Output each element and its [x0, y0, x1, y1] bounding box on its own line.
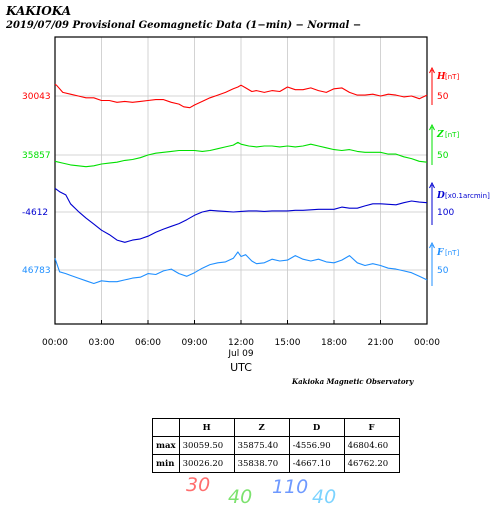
series-line-z — [54, 141, 428, 168]
handwritten-scale-h: 30 — [186, 474, 211, 496]
x-date-label: Jul 09 — [227, 349, 253, 359]
stats-max-h: 30059.50 — [178, 436, 235, 455]
component-unit-f: [nT] — [445, 249, 459, 257]
scale-value-z: 50 — [437, 151, 449, 161]
stats-header-h: H — [178, 418, 235, 437]
stats-header-row: H Z D F — [152, 418, 400, 437]
grid-layer — [55, 37, 427, 324]
component-name-z: Z — [436, 130, 444, 140]
series-line-h — [54, 83, 428, 109]
x-axis-label: UTC — [230, 361, 252, 374]
component-name-h: H — [436, 72, 446, 82]
stats-min-f: 46762.20 — [343, 454, 400, 473]
label-layer: 00:00 03:00 06:00 09:00 12:00 15:00 18:00 21:00… — [22, 66, 490, 374]
stats-min-z: 35838.70 — [233, 454, 290, 473]
x-tick-label: 06:00 — [135, 338, 161, 348]
chart-subtitle: 2019/07/09 Provisional Geomagnetic Data … — [6, 20, 362, 31]
scale-arrowhead-h — [429, 66, 435, 74]
component-unit-z: [nT] — [445, 131, 459, 139]
x-tick-label: 00:00 — [42, 338, 68, 348]
stats-max-d: -4556.90 — [288, 436, 345, 455]
stats-header-f: F — [343, 418, 400, 437]
component-unit-d: [x0.1arcmin] — [445, 192, 490, 200]
handwritten-scale-f: 40 — [312, 486, 337, 508]
stats-max-f: 46804.60 — [343, 436, 400, 455]
baseline-label-h: 30043 — [22, 92, 51, 102]
x-tick-label: 12:00 — [228, 338, 254, 348]
x-tick-label: 00:00 — [414, 338, 440, 348]
x-tick-label: 21:00 — [368, 338, 394, 348]
scale-arrowhead-f — [429, 241, 435, 249]
station-name: KAKIOKA — [6, 4, 72, 18]
stats-header-d: D — [288, 418, 345, 437]
scale-arrowhead-z — [429, 123, 435, 131]
stats-min-d: -4667.10 — [288, 454, 345, 473]
series-line-f — [54, 251, 428, 285]
stats-min-row: min 30026.20 35838.70 -4667.10 46762.20 — [152, 454, 400, 473]
component-unit-h: [nT] — [445, 73, 459, 81]
stats-min-h: 30026.20 — [178, 454, 235, 473]
stats-table: H Z D F max 30059.50 35875.40 -4556.90 4… — [152, 418, 400, 473]
magnetogram-chart: 00:00 03:00 06:00 09:00 12:00 15:00 18:00 21:00… — [22, 36, 490, 374]
stats-header-z: Z — [233, 418, 290, 437]
handwritten-scale-d: 110 — [272, 476, 309, 498]
handwritten-scale-z: 40 — [228, 486, 253, 508]
stats-min-label: min — [152, 454, 180, 473]
stats-corner-cell — [152, 418, 180, 437]
stats-max-z: 35875.40 — [233, 436, 290, 455]
x-tick-label: 09:00 — [182, 338, 208, 348]
baseline-label-d: -4612 — [22, 208, 48, 218]
x-tick-label: 18:00 — [321, 338, 347, 348]
series-line-d — [54, 187, 428, 243]
component-name-f: F — [436, 248, 444, 258]
baseline-label-f: 46783 — [22, 266, 51, 276]
stats-max-row: max 30059.50 35875.40 -4556.90 46804.60 — [152, 436, 400, 455]
scale-value-f: 50 — [437, 266, 449, 276]
x-tick-label: 03:00 — [89, 338, 115, 348]
scale-value-d: 100 — [437, 208, 454, 218]
baseline-label-z: 35857 — [22, 151, 51, 161]
observatory-credit: Kakioka Magnetic Observatory — [292, 377, 414, 386]
component-name-d: D — [436, 191, 445, 201]
series-layer — [54, 83, 428, 285]
x-tick-label: 15:00 — [275, 338, 301, 348]
scale-arrowhead-d — [429, 181, 435, 189]
stats-max-label: max — [152, 436, 180, 455]
scale-value-h: 50 — [437, 92, 449, 102]
